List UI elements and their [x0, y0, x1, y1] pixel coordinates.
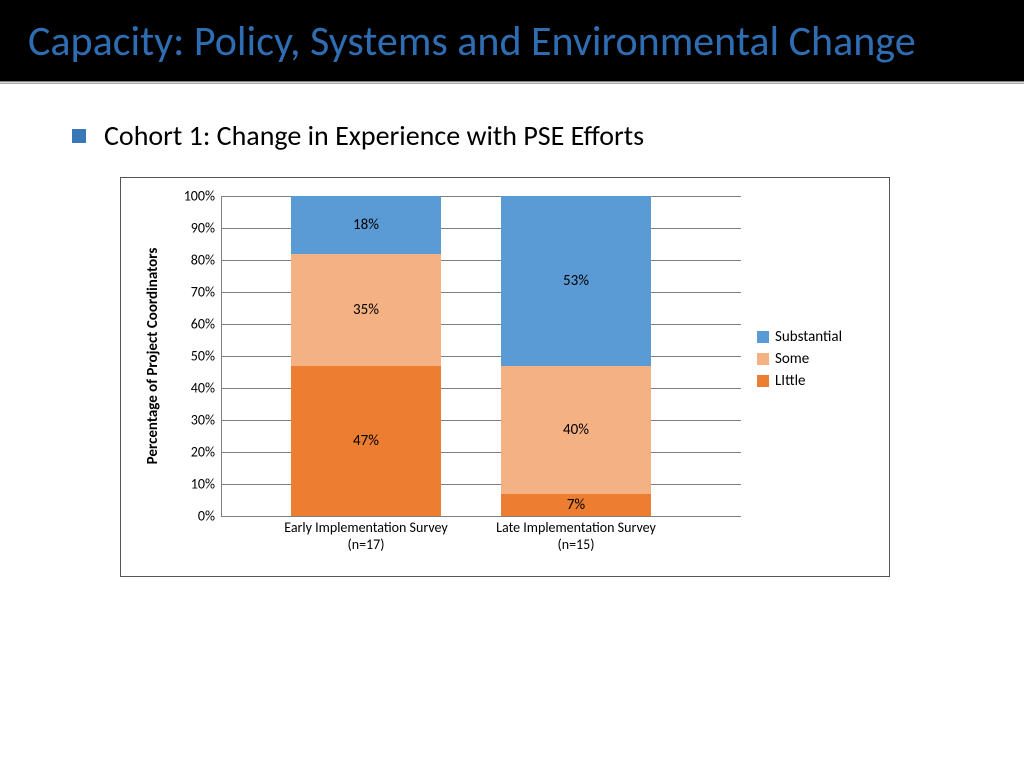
- title-band: Capacity: Policy, Systems and Environmen…: [0, 0, 1024, 80]
- legend-item: Substantial: [757, 328, 842, 346]
- x-axis-label: Late Implementation Survey(n=15): [471, 516, 681, 554]
- legend-swatch-icon: [757, 375, 769, 387]
- legend-item: Some: [757, 350, 842, 368]
- legend-swatch-icon: [757, 353, 769, 365]
- legend-label: Substantial: [775, 328, 842, 346]
- bar-segment-some: 40%: [501, 366, 651, 494]
- chart-container: Percentage of Project Coordinators 0% 10%…: [120, 177, 890, 577]
- legend-swatch-icon: [757, 331, 769, 343]
- legend-label: Some: [775, 350, 809, 368]
- chart-plot-area: 0%10%20%30%40%50%60%70%80%90%100%47%35%1…: [221, 196, 741, 516]
- x-axis-label: Early Implementation Survey(n=17): [261, 516, 471, 554]
- y-tick-label: 0%: [198, 508, 221, 525]
- stacked-bar: 7%40%53%Late Implementation Survey(n=15): [501, 196, 651, 516]
- y-tick-label: 90%: [191, 220, 221, 237]
- stacked-bar: 47%35%18%Early Implementation Survey(n=1…: [291, 196, 441, 516]
- bar-segment-some: 35%: [291, 254, 441, 366]
- chart-legend: Substantial Some LIttle: [757, 328, 842, 394]
- bullet-square-icon: [72, 129, 86, 143]
- content-area: Cohort 1: Change in Experience with PSE …: [0, 84, 1024, 577]
- slide-title: Capacity: Policy, Systems and Environmen…: [28, 18, 996, 66]
- legend-item: LIttle: [757, 372, 842, 390]
- y-tick-label: 10%: [191, 476, 221, 493]
- y-tick-label: 100%: [184, 188, 221, 205]
- y-tick-label: 30%: [191, 412, 221, 429]
- bar-segment-little: 7%: [501, 494, 651, 516]
- bullet-text: Cohort 1: Change in Experience with PSE …: [104, 118, 644, 153]
- y-axis-label: Percentage of Project Coordinators: [144, 248, 162, 465]
- y-tick-label: 80%: [191, 252, 221, 269]
- bar-segment-substantial: 18%: [291, 196, 441, 254]
- bar-segment-substantial: 53%: [501, 196, 651, 366]
- y-tick-label: 20%: [191, 444, 221, 461]
- bar-segment-little: 47%: [291, 366, 441, 516]
- y-tick-label: 50%: [191, 348, 221, 365]
- legend-label: LIttle: [775, 372, 806, 390]
- y-tick-label: 60%: [191, 316, 221, 333]
- y-tick-label: 70%: [191, 284, 221, 301]
- bullet-item: Cohort 1: Change in Experience with PSE …: [72, 118, 976, 153]
- y-tick-label: 40%: [191, 380, 221, 397]
